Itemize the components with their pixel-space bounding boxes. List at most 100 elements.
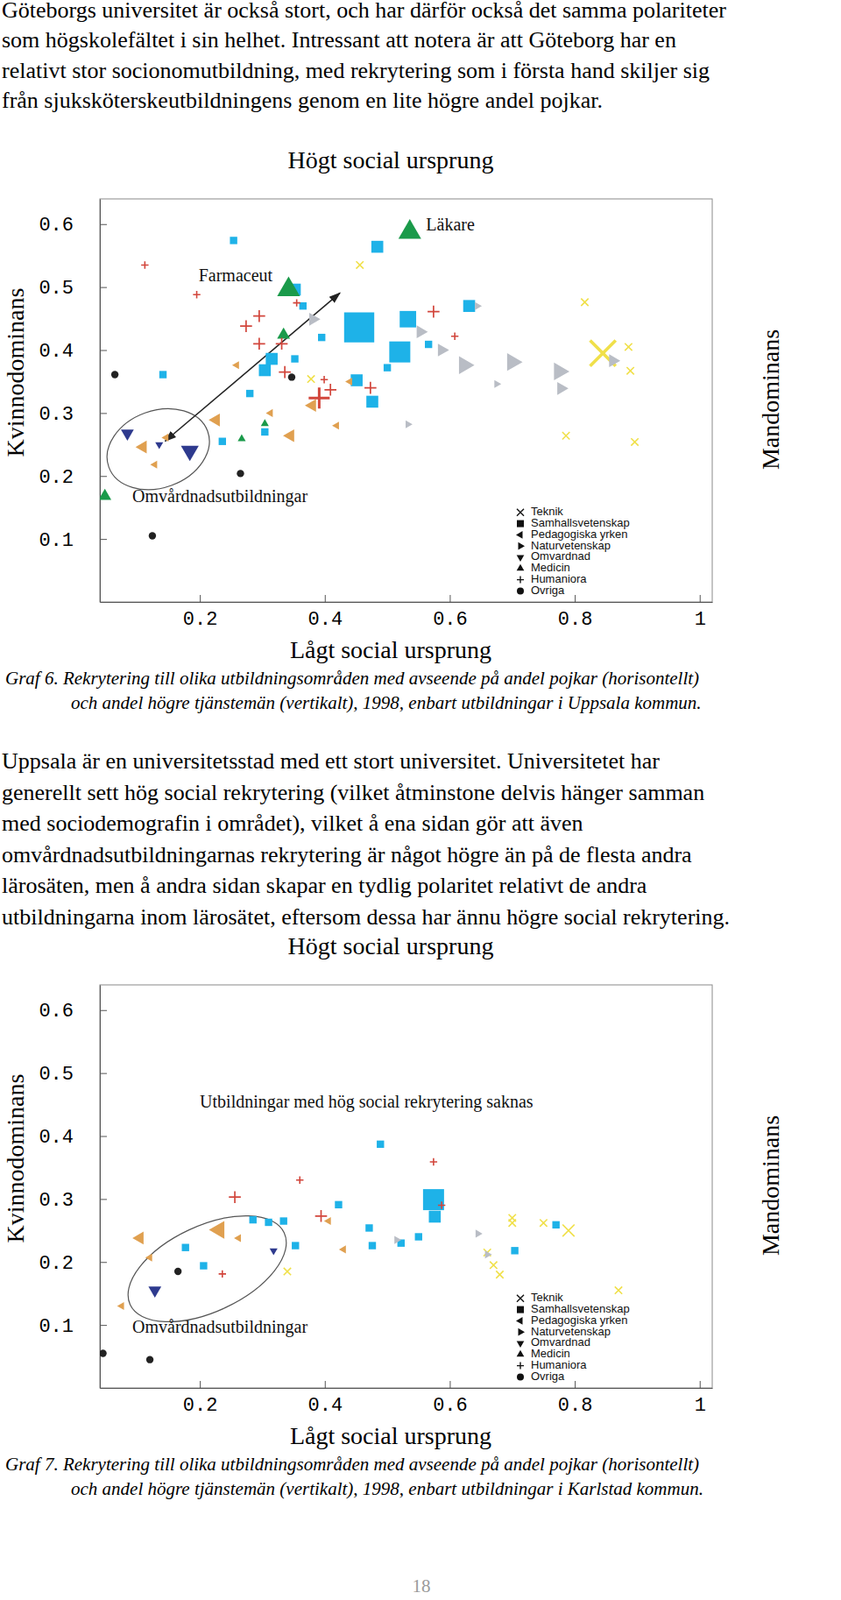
point — [192, 290, 200, 298]
point — [388, 341, 410, 363]
x-tick-mark — [325, 594, 326, 602]
chart-title: Högt social ursprung — [288, 146, 495, 174]
point — [265, 353, 278, 366]
y-axis-line — [99, 199, 101, 603]
legend-symbol — [516, 576, 524, 584]
chart-title: Högt social ursprung — [288, 932, 495, 960]
annotation: Omvårdnadsutbildningar — [132, 486, 308, 507]
y-tick-label: 0.1 — [38, 530, 74, 552]
x-tick-label: 0.2 — [183, 608, 219, 631]
point — [356, 261, 364, 269]
point — [345, 377, 353, 386]
legend-symbol — [515, 530, 523, 539]
x-tick: 1 — [694, 594, 707, 631]
point — [551, 1221, 559, 1229]
point — [208, 413, 220, 427]
point — [219, 1270, 227, 1278]
point — [237, 434, 246, 442]
series — [394, 1229, 492, 1258]
point — [146, 1355, 154, 1363]
paragraph: Göteborgs universitet är också stort, oc… — [1, 0, 727, 114]
point — [394, 1236, 402, 1244]
paragraph-line: som högskolefältet i sin helhet. Intress… — [1, 27, 677, 53]
y-tick: 0.1 — [38, 1315, 107, 1338]
y-tick: 0.4 — [38, 1126, 107, 1149]
point — [562, 431, 570, 439]
point — [489, 1261, 497, 1269]
point — [364, 381, 377, 395]
point — [562, 1224, 575, 1237]
legend-label: Ovriga — [530, 1369, 566, 1383]
y2-axis-title: Mandominans — [756, 329, 785, 470]
point — [438, 1201, 446, 1209]
point — [275, 338, 289, 351]
point — [276, 276, 300, 297]
paragraph-line: med sociodemografin i området), vilket å… — [1, 810, 584, 836]
annotation: Utbildningar med hög social rekrytering … — [199, 1091, 534, 1112]
point — [429, 1210, 442, 1223]
chart: 0.20.40.60.810.10.20.30.40.50.6LäkareFar… — [1, 146, 785, 713]
point — [117, 1301, 125, 1310]
point — [282, 429, 295, 443]
point — [249, 1215, 257, 1223]
x-tick: 0.4 — [307, 594, 343, 631]
series — [182, 1140, 560, 1270]
series — [99, 1267, 182, 1364]
paragraph-line: generellt sett hög social rekrytering (v… — [1, 779, 705, 806]
y-tick-mark — [99, 475, 107, 477]
y-tick-label: 0.2 — [38, 466, 74, 489]
point — [280, 1216, 288, 1224]
points — [99, 1140, 622, 1364]
caption-line: Graf 6. Rekrytering till olika utbildnin… — [5, 667, 700, 689]
x-axis: 0.20.40.60.81 — [100, 594, 714, 631]
point — [475, 1229, 483, 1237]
point — [614, 1286, 622, 1294]
legend-symbol — [518, 542, 526, 551]
legend-symbol — [516, 564, 525, 572]
paragraph-line: omvårdnadsutbildningarnas rekrytering är… — [1, 841, 693, 868]
y-tick: 0.5 — [38, 1063, 107, 1086]
point — [339, 1244, 347, 1253]
x-tick-mark — [199, 594, 201, 602]
point — [405, 420, 413, 429]
x-axis-title: Lågt social ursprung — [289, 636, 492, 664]
point — [624, 343, 632, 351]
x-tick-mark — [199, 1380, 201, 1388]
point — [508, 1218, 516, 1226]
point — [135, 440, 148, 454]
x-tick: 0.6 — [432, 594, 468, 631]
point — [236, 469, 244, 477]
plot-frame — [99, 984, 713, 1388]
caption-line: och andel högre tjänstemän (vertikalt), … — [70, 692, 702, 714]
y-tick-mark — [99, 287, 107, 289]
point — [296, 1176, 304, 1184]
x-tick: 0.8 — [558, 1380, 594, 1417]
point — [553, 362, 570, 381]
y-tick-label: 0.3 — [38, 1189, 74, 1212]
point — [150, 460, 158, 469]
series — [117, 1216, 347, 1310]
annotation: Omvårdnadsutbildningar — [132, 1316, 308, 1337]
annotations: Utbildningar med hög social rekrytering … — [132, 1091, 534, 1337]
x-tick: 0.2 — [183, 1380, 219, 1417]
series — [111, 370, 296, 539]
point — [161, 433, 169, 442]
series — [135, 360, 353, 469]
point — [630, 438, 638, 446]
paragraph-line: Göteborgs universitet är också stort, oc… — [1, 0, 727, 23]
plot: 0.20.40.60.810.10.20.30.40.50.6LäkareFar… — [38, 198, 713, 631]
x-tick-mark — [449, 594, 451, 602]
point — [324, 1216, 332, 1225]
legend-symbol — [516, 586, 524, 594]
annotations: LäkareFarmaceutOmvårdnadsutbildningar — [132, 214, 475, 507]
point — [371, 240, 384, 254]
x-tick-label: 0.6 — [432, 608, 468, 631]
point — [232, 360, 240, 369]
series — [141, 261, 459, 409]
point — [292, 298, 300, 306]
y-tick: 0.5 — [38, 277, 107, 300]
annotation: Läkare — [425, 214, 475, 234]
point — [334, 1201, 342, 1209]
point — [148, 531, 156, 539]
point — [246, 389, 254, 397]
